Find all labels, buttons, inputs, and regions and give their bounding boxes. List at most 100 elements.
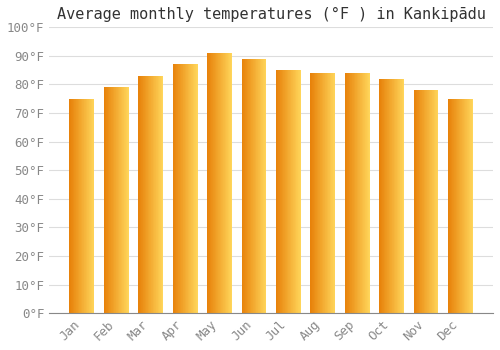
Bar bbox=[150, 76, 152, 313]
Bar bbox=[185, 64, 186, 313]
Bar bbox=[431, 90, 432, 313]
Bar bbox=[194, 64, 195, 313]
Bar bbox=[320, 73, 321, 313]
Bar bbox=[86, 99, 87, 313]
Bar bbox=[220, 53, 221, 313]
Bar bbox=[115, 87, 116, 313]
Bar bbox=[180, 64, 181, 313]
Bar bbox=[188, 64, 189, 313]
Bar bbox=[254, 59, 255, 313]
Bar bbox=[345, 73, 346, 313]
Bar bbox=[321, 73, 322, 313]
Bar bbox=[313, 73, 314, 313]
Bar bbox=[429, 90, 430, 313]
Bar bbox=[284, 70, 286, 313]
Bar bbox=[114, 87, 115, 313]
Bar bbox=[415, 90, 416, 313]
Bar bbox=[434, 90, 436, 313]
Bar bbox=[296, 70, 297, 313]
Bar bbox=[258, 59, 259, 313]
Bar bbox=[154, 76, 155, 313]
Bar bbox=[120, 87, 121, 313]
Bar bbox=[80, 99, 81, 313]
Bar bbox=[184, 64, 185, 313]
Bar bbox=[109, 87, 110, 313]
Bar bbox=[211, 53, 212, 313]
Bar bbox=[196, 64, 197, 313]
Bar bbox=[219, 53, 220, 313]
Bar bbox=[78, 99, 79, 313]
Bar bbox=[329, 73, 330, 313]
Bar bbox=[159, 76, 160, 313]
Bar bbox=[216, 53, 217, 313]
Bar bbox=[148, 76, 149, 313]
Bar bbox=[82, 99, 83, 313]
Bar bbox=[381, 79, 382, 313]
Bar bbox=[278, 70, 279, 313]
Bar bbox=[382, 79, 383, 313]
Bar bbox=[85, 99, 86, 313]
Bar bbox=[225, 53, 226, 313]
Bar bbox=[393, 79, 394, 313]
Bar bbox=[350, 73, 351, 313]
Bar bbox=[248, 59, 249, 313]
Bar bbox=[286, 70, 287, 313]
Bar bbox=[316, 73, 317, 313]
Bar bbox=[461, 99, 462, 313]
Bar bbox=[326, 73, 327, 313]
Bar bbox=[262, 59, 264, 313]
Bar bbox=[468, 99, 469, 313]
Bar bbox=[87, 99, 88, 313]
Bar bbox=[356, 73, 357, 313]
Bar bbox=[156, 76, 157, 313]
Bar bbox=[280, 70, 281, 313]
Bar bbox=[88, 99, 90, 313]
Bar bbox=[162, 76, 163, 313]
Bar bbox=[195, 64, 196, 313]
Bar bbox=[264, 59, 265, 313]
Bar bbox=[300, 70, 301, 313]
Bar bbox=[210, 53, 211, 313]
Bar bbox=[189, 64, 190, 313]
Bar bbox=[448, 99, 450, 313]
Bar bbox=[140, 76, 141, 313]
Bar bbox=[426, 90, 428, 313]
Bar bbox=[230, 53, 232, 313]
Bar bbox=[229, 53, 230, 313]
Bar bbox=[432, 90, 433, 313]
Bar bbox=[311, 73, 312, 313]
Bar bbox=[197, 64, 198, 313]
Bar bbox=[107, 87, 108, 313]
Bar bbox=[317, 73, 318, 313]
Bar bbox=[318, 73, 319, 313]
Bar bbox=[124, 87, 125, 313]
Bar bbox=[176, 64, 177, 313]
Bar bbox=[331, 73, 332, 313]
Bar bbox=[224, 53, 225, 313]
Bar bbox=[422, 90, 423, 313]
Bar bbox=[346, 73, 348, 313]
Bar bbox=[327, 73, 328, 313]
Bar bbox=[72, 99, 73, 313]
Bar bbox=[76, 99, 77, 313]
Bar bbox=[462, 99, 463, 313]
Bar bbox=[390, 79, 391, 313]
Bar bbox=[172, 64, 174, 313]
Bar bbox=[425, 90, 426, 313]
Bar bbox=[282, 70, 283, 313]
Bar bbox=[207, 53, 208, 313]
Bar bbox=[386, 79, 388, 313]
Bar bbox=[190, 64, 192, 313]
Bar bbox=[251, 59, 252, 313]
Bar bbox=[430, 90, 431, 313]
Bar bbox=[424, 90, 425, 313]
Bar bbox=[256, 59, 257, 313]
Bar bbox=[105, 87, 106, 313]
Bar bbox=[452, 99, 453, 313]
Bar bbox=[265, 59, 266, 313]
Bar bbox=[464, 99, 465, 313]
Bar bbox=[187, 64, 188, 313]
Bar bbox=[112, 87, 113, 313]
Bar bbox=[392, 79, 393, 313]
Bar bbox=[399, 79, 400, 313]
